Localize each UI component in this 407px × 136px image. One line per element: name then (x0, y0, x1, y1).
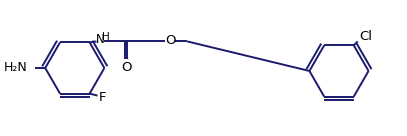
Text: N: N (96, 33, 105, 46)
Text: F: F (98, 91, 106, 104)
Text: H₂N: H₂N (4, 61, 28, 74)
Text: H: H (103, 33, 110, 42)
Text: O: O (121, 61, 131, 74)
Text: O: O (165, 34, 176, 47)
Text: Cl: Cl (359, 30, 372, 43)
